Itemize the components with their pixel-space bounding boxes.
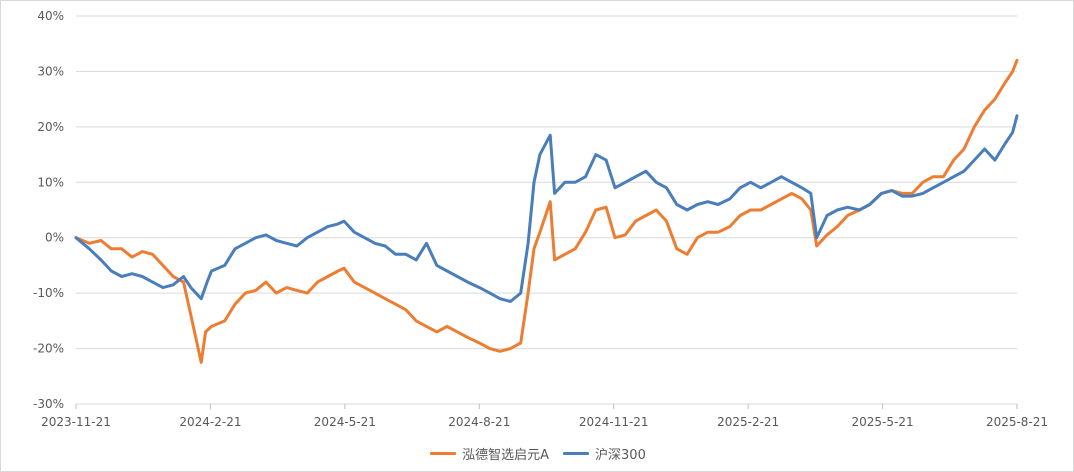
x-tick-label: 2024-8-21 bbox=[448, 415, 510, 429]
y-tick-label: -30% bbox=[33, 397, 64, 411]
legend-swatch-index bbox=[563, 452, 590, 455]
x-tick-label: 2025-8-21 bbox=[986, 415, 1048, 429]
y-axis-ticks: 40% 30% 20% 10% 0% -10% -20% -30% bbox=[33, 9, 64, 411]
legend-label-fund: 泓德智选启元A bbox=[462, 448, 550, 463]
x-axis-ticks: 2023-11-21 2024-2-21 2024-5-21 2024-8-21 202… bbox=[41, 404, 1048, 429]
legend-item-fund: 泓德智选启元A bbox=[430, 444, 549, 463]
y-tick-label: 10% bbox=[37, 175, 64, 189]
x-tick-label: 2023-11-21 bbox=[41, 415, 111, 429]
y-tick-label: -20% bbox=[33, 342, 64, 356]
y-tick-label: 0% bbox=[45, 231, 64, 245]
y-tick-label: 30% bbox=[37, 64, 64, 78]
y-tick-label: 20% bbox=[37, 120, 64, 134]
legend-swatch-fund bbox=[430, 452, 457, 455]
line-chart: 40%30%20%10%0%-10%-20%-30% 2023-11-21 202… bbox=[33, 9, 1048, 429]
legend-label-index: 沪深300 bbox=[595, 448, 646, 463]
series-lines bbox=[74, 58, 1019, 364]
series-line-fund bbox=[74, 58, 1019, 364]
gridlines bbox=[76, 15, 1017, 405]
series-line-index bbox=[74, 114, 1019, 303]
y-tick-label: 40% bbox=[37, 9, 64, 23]
legend-item-index: 沪深300 bbox=[563, 444, 646, 463]
x-tick-label: 2024-11-21 bbox=[579, 415, 649, 429]
x-tick-label: 2025-5-21 bbox=[852, 415, 914, 429]
x-tick-label: 2024-2-21 bbox=[179, 415, 241, 429]
y-tick-label: -10% bbox=[33, 286, 64, 300]
x-tick-label: 2024-5-21 bbox=[314, 415, 376, 429]
legend: 泓德智选启元A 沪深300 bbox=[1, 444, 1074, 463]
x-tick-label: 2025-2-21 bbox=[717, 415, 779, 429]
